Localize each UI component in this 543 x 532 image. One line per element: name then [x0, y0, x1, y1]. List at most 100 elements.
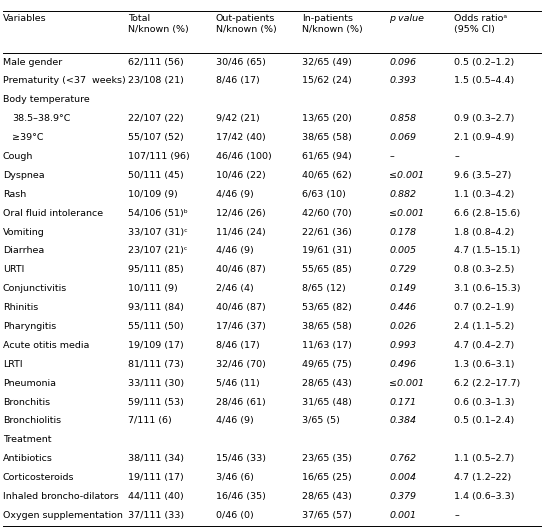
Text: 0.096: 0.096 — [389, 57, 416, 66]
Text: 17/42 (40): 17/42 (40) — [216, 133, 266, 142]
Text: Antibiotics: Antibiotics — [3, 454, 53, 463]
Text: 19/61 (31): 19/61 (31) — [302, 246, 352, 255]
Text: 8/65 (12): 8/65 (12) — [302, 284, 346, 293]
Text: Pharyngitis: Pharyngitis — [3, 322, 56, 331]
Text: Cough: Cough — [3, 152, 33, 161]
Text: 55/111 (50): 55/111 (50) — [128, 322, 184, 331]
Text: 9.6 (3.5–27): 9.6 (3.5–27) — [454, 171, 512, 180]
Text: 16/46 (35): 16/46 (35) — [216, 492, 266, 501]
Text: 107/111 (96): 107/111 (96) — [128, 152, 190, 161]
Text: 0.762: 0.762 — [389, 454, 416, 463]
Text: 3/46 (6): 3/46 (6) — [216, 473, 254, 482]
Text: 6.6 (2.8–15.6): 6.6 (2.8–15.6) — [454, 209, 521, 218]
Text: 4.7 (1.5–15.1): 4.7 (1.5–15.1) — [454, 246, 521, 255]
Text: 0.001: 0.001 — [389, 511, 416, 520]
Text: Conjunctivitis: Conjunctivitis — [3, 284, 67, 293]
Text: 8/46 (17): 8/46 (17) — [216, 77, 260, 86]
Text: LRTI: LRTI — [3, 360, 22, 369]
Text: Bronchiolitis: Bronchiolitis — [3, 417, 61, 426]
Text: Corticosteroids: Corticosteroids — [3, 473, 74, 482]
Text: 44/111 (40): 44/111 (40) — [128, 492, 184, 501]
Text: 46/46 (100): 46/46 (100) — [216, 152, 272, 161]
Text: 1.1 (0.3–4.2): 1.1 (0.3–4.2) — [454, 190, 515, 199]
Text: URTI: URTI — [3, 265, 24, 275]
Text: 23/108 (21): 23/108 (21) — [128, 77, 184, 86]
Text: 19/109 (17): 19/109 (17) — [128, 341, 184, 350]
Text: 0.993: 0.993 — [389, 341, 416, 350]
Text: Prematurity (<37  weeks): Prematurity (<37 weeks) — [3, 77, 125, 86]
Text: 0.5 (0.2–1.2): 0.5 (0.2–1.2) — [454, 57, 515, 66]
Text: 10/109 (9): 10/109 (9) — [128, 190, 178, 199]
Text: 55/107 (52): 55/107 (52) — [128, 133, 184, 142]
Text: 0/46 (0): 0/46 (0) — [216, 511, 254, 520]
Text: –: – — [454, 511, 459, 520]
Text: 38.5–38.9°C: 38.5–38.9°C — [12, 114, 71, 123]
Text: Out-patients
N/known (%): Out-patients N/known (%) — [216, 14, 276, 34]
Text: 13/65 (20): 13/65 (20) — [302, 114, 352, 123]
Text: 0.8 (0.3–2.5): 0.8 (0.3–2.5) — [454, 265, 515, 275]
Text: Body temperature: Body temperature — [3, 95, 90, 104]
Text: 28/46 (61): 28/46 (61) — [216, 397, 266, 406]
Text: 55/65 (85): 55/65 (85) — [302, 265, 352, 275]
Text: 54/106 (51)ᵇ: 54/106 (51)ᵇ — [128, 209, 188, 218]
Text: p value: p value — [389, 14, 424, 23]
Text: 0.496: 0.496 — [389, 360, 416, 369]
Text: 22/107 (22): 22/107 (22) — [128, 114, 184, 123]
Text: 0.393: 0.393 — [389, 77, 416, 86]
Text: Total
N/known (%): Total N/known (%) — [128, 14, 189, 34]
Text: Dyspnea: Dyspnea — [3, 171, 45, 180]
Text: 4/46 (9): 4/46 (9) — [216, 246, 254, 255]
Text: 1.3 (0.6–3.1): 1.3 (0.6–3.1) — [454, 360, 515, 369]
Text: Variables: Variables — [3, 14, 46, 23]
Text: 28/65 (43): 28/65 (43) — [302, 492, 352, 501]
Text: 40/65 (62): 40/65 (62) — [302, 171, 352, 180]
Text: 1.8 (0.8–4.2): 1.8 (0.8–4.2) — [454, 228, 515, 237]
Text: 0.446: 0.446 — [389, 303, 416, 312]
Text: 2.1 (0.9–4.9): 2.1 (0.9–4.9) — [454, 133, 515, 142]
Text: 0.171: 0.171 — [389, 397, 416, 406]
Text: 15/62 (24): 15/62 (24) — [302, 77, 352, 86]
Text: 42/60 (70): 42/60 (70) — [302, 209, 352, 218]
Text: 1.1 (0.5–2.7): 1.1 (0.5–2.7) — [454, 454, 515, 463]
Text: 40/46 (87): 40/46 (87) — [216, 303, 266, 312]
Text: 49/65 (75): 49/65 (75) — [302, 360, 352, 369]
Text: 59/111 (53): 59/111 (53) — [128, 397, 184, 406]
Text: 0.004: 0.004 — [389, 473, 416, 482]
Text: 0.882: 0.882 — [389, 190, 416, 199]
Text: In-patients
N/known (%): In-patients N/known (%) — [302, 14, 363, 34]
Text: 81/111 (73): 81/111 (73) — [128, 360, 184, 369]
Text: 93/111 (84): 93/111 (84) — [128, 303, 184, 312]
Text: 0.5 (0.1–2.4): 0.5 (0.1–2.4) — [454, 417, 515, 426]
Text: 19/111 (17): 19/111 (17) — [128, 473, 184, 482]
Text: 10/46 (22): 10/46 (22) — [216, 171, 266, 180]
Text: 38/111 (34): 38/111 (34) — [128, 454, 184, 463]
Text: Inhaled broncho-dilators: Inhaled broncho-dilators — [3, 492, 118, 501]
Text: Bronchitis: Bronchitis — [3, 397, 50, 406]
Text: 22/61 (36): 22/61 (36) — [302, 228, 352, 237]
Text: 3.1 (0.6–15.3): 3.1 (0.6–15.3) — [454, 284, 521, 293]
Text: 40/46 (87): 40/46 (87) — [216, 265, 266, 275]
Text: 50/111 (45): 50/111 (45) — [128, 171, 184, 180]
Text: 11/63 (17): 11/63 (17) — [302, 341, 352, 350]
Text: 0.858: 0.858 — [389, 114, 416, 123]
Text: 9/42 (21): 9/42 (21) — [216, 114, 260, 123]
Text: 0.384: 0.384 — [389, 417, 416, 426]
Text: 37/111 (33): 37/111 (33) — [128, 511, 184, 520]
Text: 2.4 (1.1–5.2): 2.4 (1.1–5.2) — [454, 322, 515, 331]
Text: 95/111 (85): 95/111 (85) — [128, 265, 184, 275]
Text: 0.379: 0.379 — [389, 492, 416, 501]
Text: 4.7 (0.4–2.7): 4.7 (0.4–2.7) — [454, 341, 515, 350]
Text: Rhinitis: Rhinitis — [3, 303, 38, 312]
Text: 37/65 (57): 37/65 (57) — [302, 511, 352, 520]
Text: Oxygen supplementation: Oxygen supplementation — [3, 511, 123, 520]
Text: Diarrhea: Diarrhea — [3, 246, 44, 255]
Text: 32/65 (49): 32/65 (49) — [302, 57, 352, 66]
Text: 0.729: 0.729 — [389, 265, 416, 275]
Text: 7/111 (6): 7/111 (6) — [128, 417, 172, 426]
Text: 16/65 (25): 16/65 (25) — [302, 473, 352, 482]
Text: 28/65 (43): 28/65 (43) — [302, 379, 352, 388]
Text: 2/46 (4): 2/46 (4) — [216, 284, 254, 293]
Text: 17/46 (37): 17/46 (37) — [216, 322, 266, 331]
Text: 11/46 (24): 11/46 (24) — [216, 228, 266, 237]
Text: 31/65 (48): 31/65 (48) — [302, 397, 352, 406]
